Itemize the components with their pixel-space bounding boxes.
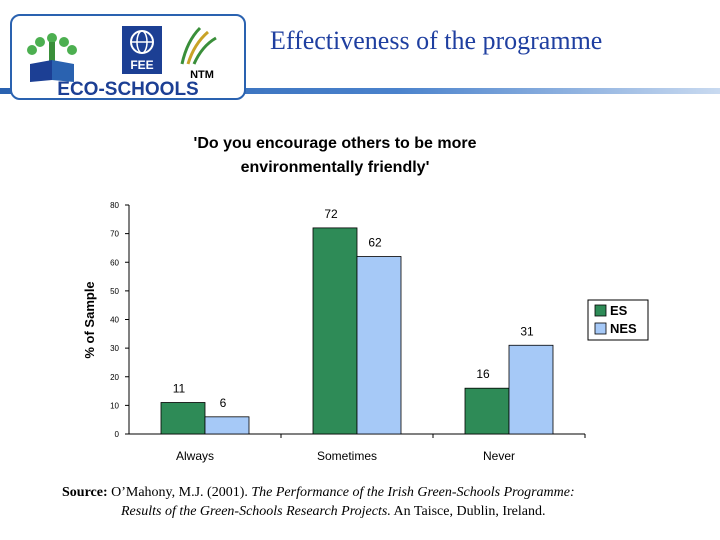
tree-people-icon (27, 33, 77, 82)
x-category-label: Always (176, 449, 214, 463)
source-italic-1: The Performance of the Irish Green-Schoo… (251, 485, 575, 500)
y-tick-label: 20 (110, 373, 119, 382)
chart-title: 'Do you encourage others to be more envi… (130, 132, 540, 180)
eco-schools-logo-panel: FEE NTM ECO-SCHOOLS (10, 14, 246, 100)
fee-logo-icon: FEE (122, 26, 162, 74)
data-label: 62 (368, 236, 382, 250)
data-label: 11 (173, 382, 186, 396)
source-italic-2: Results of the Green-Schools Research Pr… (121, 504, 391, 519)
source-label: Source: (62, 485, 108, 500)
y-tick-label: 30 (110, 344, 119, 353)
legend-label-es: ES (610, 303, 628, 318)
bar-es-sometimes (312, 227, 358, 435)
legend-swatch-es (594, 304, 607, 317)
legend-label-nes: NES (610, 321, 637, 336)
y-tick-label: 50 (110, 287, 119, 296)
y-axis-label: % of Sample (82, 281, 97, 358)
y-tick-label: 0 (115, 430, 120, 439)
ntm-logo-icon: NTM (180, 26, 217, 81)
data-label: 6 (220, 396, 227, 410)
x-category-label: Never (483, 449, 515, 463)
data-label: 31 (520, 324, 534, 338)
source-citation: Source: O’Mahony, M.J. (2001). The Perfo… (62, 483, 575, 521)
bar-nes-always (204, 416, 250, 435)
source-text-2: An Taisce, Dublin, Ireland. (390, 504, 546, 519)
y-tick-label: 70 (110, 230, 119, 239)
legend: ES NES (587, 299, 649, 341)
data-label: 16 (476, 367, 490, 381)
bar-nes-sometimes (356, 256, 402, 435)
bar-es-always (160, 402, 206, 435)
y-tick-label: 10 (110, 401, 119, 410)
y-tick-label: 60 (110, 258, 119, 267)
eco-schools-logo: FEE NTM ECO-SCHOOLS (27, 26, 217, 100)
header-bar (0, 88, 720, 94)
ntm-text: NTM (190, 69, 214, 81)
eco-schools-text: ECO-SCHOOLS (57, 79, 198, 98)
bar-nes-never (508, 344, 554, 435)
fee-text: FEE (130, 58, 153, 72)
y-tick-label: 80 (110, 201, 119, 210)
source-text-1: O’Mahony, M.J. (2001). (111, 485, 252, 500)
x-category-label: Sometimes (317, 449, 377, 463)
y-tick-label: 40 (110, 316, 119, 325)
legend-swatch-nes (594, 322, 607, 335)
data-label: 72 (324, 207, 338, 221)
slide-title: Effectiveness of the programme (270, 26, 603, 55)
chart-title-line-1: 'Do you encourage others to be more (193, 135, 477, 152)
chart-title-line-2: environmentally friendly' (240, 159, 430, 176)
bar-es-never (464, 387, 510, 435)
